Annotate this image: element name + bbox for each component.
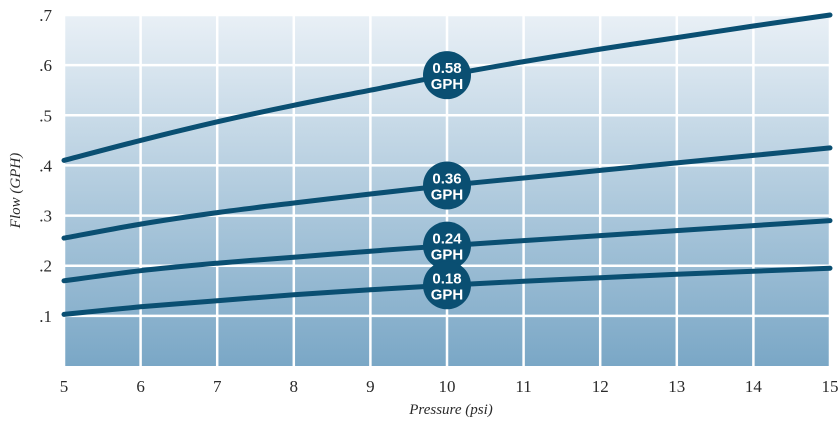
series-label-unit: GPH xyxy=(431,186,464,203)
x-tick-label: 7 xyxy=(213,377,222,396)
y-axis-title: Flow (GPH) xyxy=(8,153,24,229)
y-tick-label: .6 xyxy=(39,56,52,75)
series-label-value: 0.18 xyxy=(432,270,461,287)
series-label-unit: GPH xyxy=(431,247,464,264)
y-tick-label: .4 xyxy=(39,156,52,175)
badge-circle xyxy=(423,161,471,210)
y-axis-ticks: .1 .2 .3 .4 .5 .6 .7 xyxy=(39,6,52,326)
x-axis-title: Pressure (psi) xyxy=(408,402,492,418)
badge-circle xyxy=(423,51,471,100)
series-label-value: 0.24 xyxy=(432,231,462,248)
y-tick-label: .7 xyxy=(39,6,52,25)
badge-circle xyxy=(423,261,471,310)
x-tick-label: 8 xyxy=(290,377,299,396)
series-label-unit: GPH xyxy=(431,286,464,303)
x-tick-label: 6 xyxy=(136,377,145,396)
x-tick-label: 11 xyxy=(515,377,531,396)
x-tick-label: 10 xyxy=(439,377,456,396)
x-tick-label: 9 xyxy=(366,377,375,396)
x-axis-ticks: 5 6 7 8 9 10 11 12 13 14 15 xyxy=(60,377,839,396)
series-label-value: 0.58 xyxy=(432,60,461,77)
y-tick-label: .3 xyxy=(39,207,52,226)
series-label-value: 0.36 xyxy=(432,170,461,187)
x-tick-label: 15 xyxy=(822,377,839,396)
x-tick-label: 12 xyxy=(592,377,609,396)
x-tick-label: 5 xyxy=(60,377,69,396)
y-tick-label: .2 xyxy=(39,257,52,276)
y-tick-label: .5 xyxy=(39,106,52,125)
x-tick-label: 14 xyxy=(745,377,763,396)
x-tick-label: 13 xyxy=(668,377,685,396)
badge-circle xyxy=(423,221,471,270)
series-label-unit: GPH xyxy=(431,76,464,93)
y-tick-label: .1 xyxy=(39,307,52,326)
